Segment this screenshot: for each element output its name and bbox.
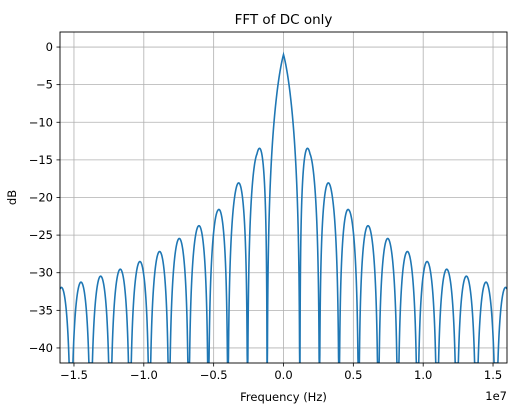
y-axis-label: dB — [5, 190, 19, 205]
axis-ticks: −1.5 −1.0 −0.5 0.0 0.5 1.0 1.5 0 −5 −10 −15 −20 −25 −… — [29, 40, 502, 382]
x-axis-label: Frequency (Hz) — [240, 390, 327, 404]
x-tick-label: 1.0 — [414, 368, 432, 382]
y-tick-label: −10 — [29, 115, 53, 129]
y-tick-label: −15 — [29, 153, 53, 167]
x-axis-offset-label: 1e7 — [485, 389, 507, 403]
chart-title: FFT of DC only — [235, 12, 333, 28]
y-tick-label: −20 — [29, 191, 53, 205]
spectrum-line — [60, 51, 507, 363]
axes-frame — [59, 31, 508, 364]
plot-area — [60, 51, 507, 363]
x-tick-label: −1.0 — [130, 368, 158, 382]
x-tick-label: 1.5 — [484, 368, 502, 382]
x-tick-label: −0.5 — [200, 368, 228, 382]
y-tick-label: −25 — [29, 228, 53, 242]
grid — [60, 32, 507, 363]
x-tick-label: 0.5 — [344, 368, 362, 382]
y-tick-label: −40 — [29, 341, 53, 355]
y-tick-label: −35 — [29, 303, 53, 317]
y-tick-label: 0 — [46, 40, 53, 54]
y-tick-label: −30 — [29, 266, 53, 280]
y-tick-label: −5 — [36, 78, 53, 92]
x-tick-label: −1.5 — [60, 368, 88, 382]
x-tick-label: 0.0 — [274, 368, 292, 382]
